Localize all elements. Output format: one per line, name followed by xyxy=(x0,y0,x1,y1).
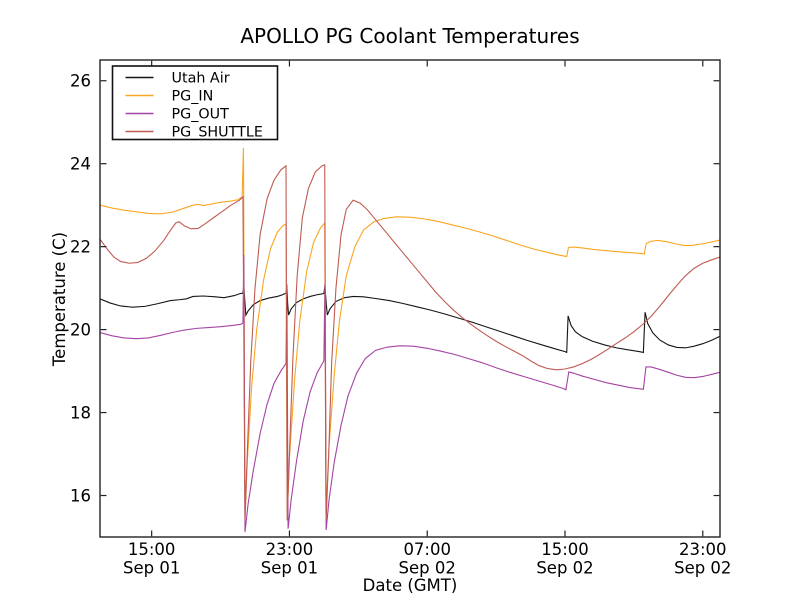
series-utah-air xyxy=(100,285,720,354)
y-axis-label: Temperature (C) xyxy=(50,231,69,367)
x-tick-label: 15:00 Sep 02 xyxy=(536,540,593,578)
x-tick-label: 23:00 Sep 01 xyxy=(261,540,318,578)
y-tick-label: 16 xyxy=(70,487,91,506)
x-tick-label: 15:00 Sep 01 xyxy=(123,540,180,578)
y-tick-label: 18 xyxy=(70,404,91,423)
chart-title: APOLLO PG Coolant Temperatures xyxy=(240,24,580,48)
legend-box xyxy=(111,65,279,141)
x-tick-label: 07:00 Sep 02 xyxy=(399,540,456,578)
axis-tick-labels: 16 18 20 22 24 26 15:00 Sep 01 23:00 Sep 01 07:00 S… xyxy=(70,72,731,578)
legend-label: PG_OUT xyxy=(172,107,230,123)
axis-ticks xyxy=(100,60,720,537)
legend: Utah Air PG_IN PG_OUT PG_SHUTTLE xyxy=(111,65,279,141)
legend-entry-pg-in: PG_IN xyxy=(125,89,214,105)
y-tick-label: 20 xyxy=(70,321,91,340)
legend-label: Utah Air xyxy=(172,71,230,87)
series-pg-in xyxy=(100,147,720,517)
legend-label: PG_SHUTTLE xyxy=(172,125,263,141)
legend-label: PG_IN xyxy=(172,89,214,105)
y-tick-label: 24 xyxy=(70,155,91,174)
x-tick-label: 23:00 Sep 02 xyxy=(674,540,731,578)
series-pg-shuttle xyxy=(100,164,720,521)
plot-border xyxy=(99,59,721,538)
legend-entry-pg-out: PG_OUT xyxy=(125,107,230,123)
y-tick-label: 22 xyxy=(70,238,91,257)
legend-entry-pg-shuttle: PG_SHUTTLE xyxy=(125,125,263,141)
series-lines xyxy=(100,147,720,533)
legend-entry-utah-air: Utah Air xyxy=(125,71,230,87)
y-tick-label: 26 xyxy=(70,72,91,91)
x-axis-label: Date (GMT) xyxy=(362,576,458,595)
series-pg-out xyxy=(100,254,720,533)
